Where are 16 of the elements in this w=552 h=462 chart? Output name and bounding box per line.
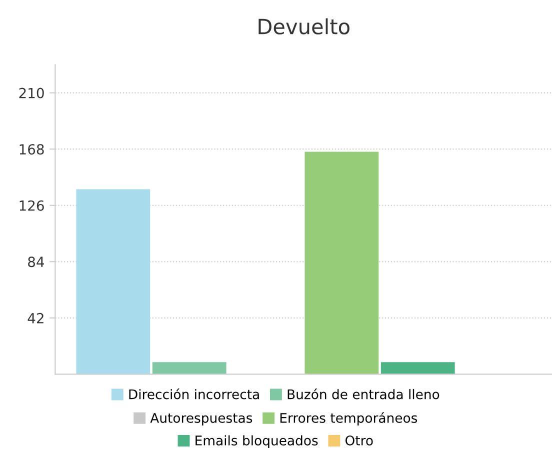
y-tick-label: 168 <box>20 144 44 155</box>
legend-label: Errores temporáneos <box>280 412 418 426</box>
bar <box>304 152 379 374</box>
y-tick-label: 210 <box>19 88 44 98</box>
y-tick-label: 84 <box>28 256 44 268</box>
y-tick-label: 126 <box>20 200 44 211</box>
bar <box>76 189 150 374</box>
legend-label: Dirección incorrecta <box>129 388 259 400</box>
legend-label: Emails bloqueados <box>196 435 318 448</box>
y-tick-label: 42 <box>28 312 44 324</box>
legend-label: Autorespuestas <box>150 413 252 426</box>
chart-title: Devuelto <box>258 18 350 34</box>
legend-label: Otro <box>346 436 373 446</box>
bar <box>152 362 226 374</box>
bar <box>380 362 455 374</box>
legend-label: Buzón de entrada lleno <box>288 388 440 400</box>
